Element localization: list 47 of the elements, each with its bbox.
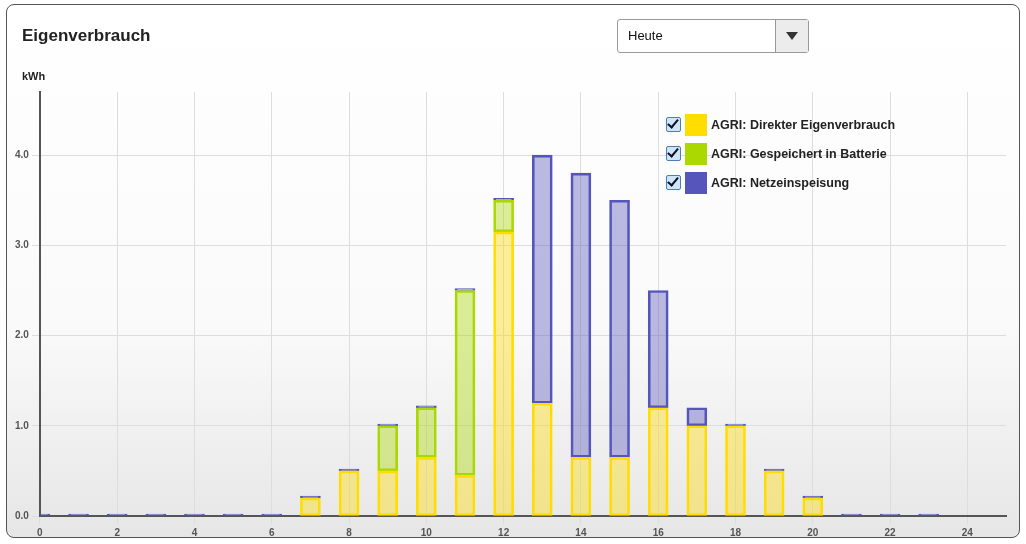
bar	[377, 425, 399, 472]
x-tick-label: 8	[346, 526, 353, 538]
bar	[300, 497, 321, 516]
dropdown: Heute	[617, 19, 809, 53]
x-tick-label: 20	[807, 526, 819, 538]
bar	[416, 457, 437, 516]
bar	[570, 172, 592, 458]
bar	[609, 457, 630, 516]
x-tick-label: 16	[652, 526, 665, 538]
bar	[454, 290, 476, 476]
y-tick-label: 2.0	[15, 329, 30, 341]
x-tick-label: 24	[961, 526, 974, 538]
x-tick-label: 18	[729, 526, 742, 538]
y-tick-label: 4.0	[15, 148, 30, 160]
bar	[647, 290, 669, 409]
bar	[493, 199, 514, 233]
x-tick-label: 4	[191, 526, 198, 538]
x-tick-label: 14	[575, 526, 587, 538]
x-tick-label: 22	[884, 526, 897, 538]
bar	[377, 470, 399, 516]
bar	[338, 470, 360, 516]
x-tick-label: 6	[268, 526, 275, 538]
x-tick-label: 2	[114, 526, 121, 538]
bar	[725, 425, 746, 516]
x-tick-label: 10	[420, 526, 433, 538]
bar	[493, 231, 514, 516]
legend-label: AGRI: Netzeinspeisung	[711, 175, 850, 190]
bar	[570, 457, 592, 516]
bar	[609, 199, 630, 458]
bar	[416, 407, 437, 458]
bar	[531, 154, 553, 404]
chart-title: Eigenverbrauch	[22, 26, 151, 46]
bar	[454, 475, 476, 516]
y-tick-label: 3.0	[15, 239, 30, 251]
bar	[686, 425, 708, 516]
bar	[647, 407, 669, 516]
bar	[531, 402, 553, 516]
y-axis-title: kWh	[22, 69, 46, 82]
legend-label: AGRI: Direkter Eigenverbrauch	[711, 117, 896, 132]
legend-label: AGRI: Gespeichert in Batterie	[711, 146, 887, 161]
y-tick-label: 0.0	[15, 509, 30, 521]
bar	[802, 497, 824, 516]
x-tick-label: 12	[498, 526, 510, 538]
y-tick-label: 1.0	[15, 419, 30, 431]
x-tick-label: 0	[37, 526, 44, 538]
bar	[686, 407, 708, 427]
bar	[763, 470, 785, 516]
